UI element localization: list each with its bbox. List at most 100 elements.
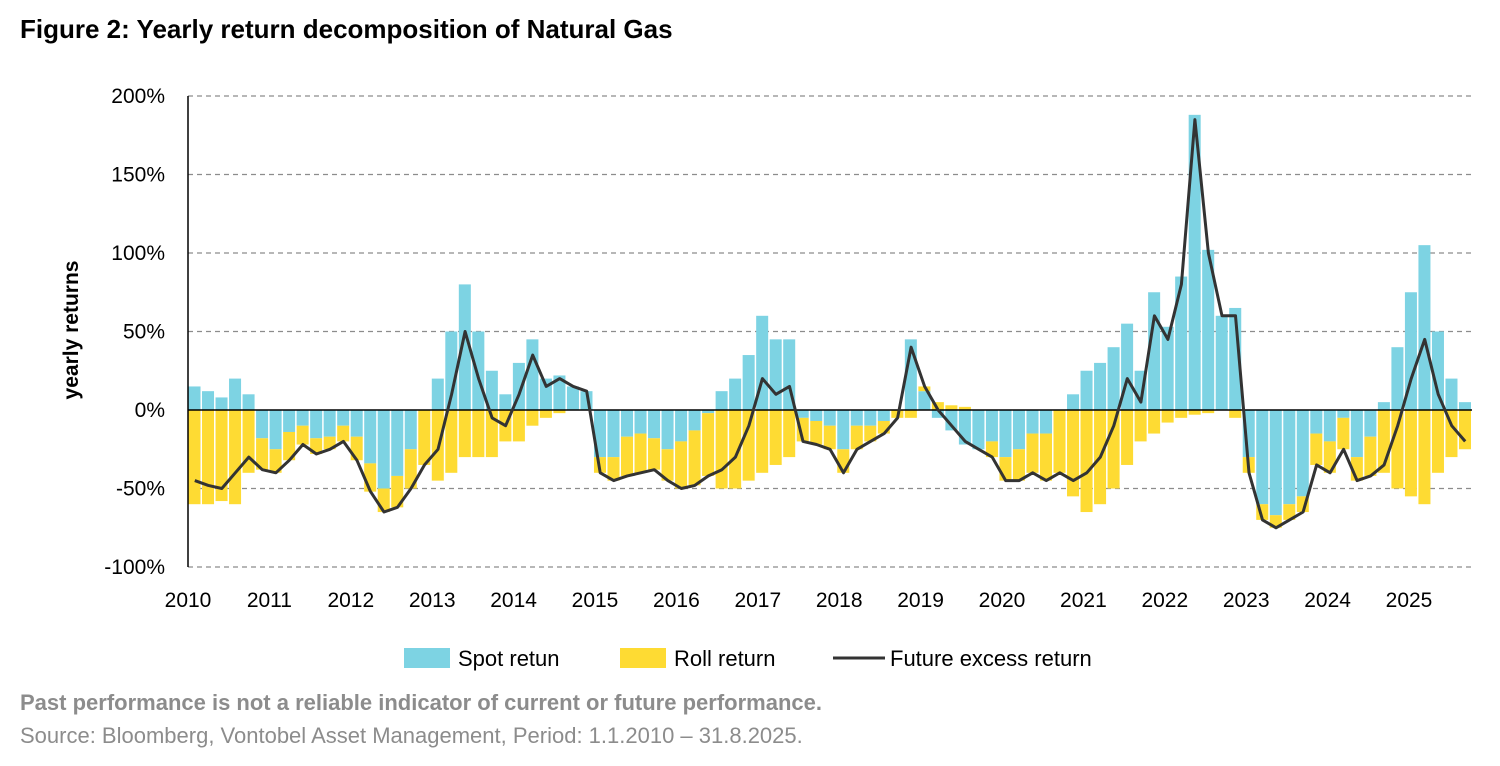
roll-bar — [823, 425, 836, 450]
spot-bar — [310, 410, 323, 439]
spot-bar — [566, 386, 579, 410]
spot-bar — [715, 391, 728, 410]
roll-bar — [1039, 433, 1053, 481]
spot-bar — [283, 410, 296, 432]
roll-bar — [296, 425, 309, 445]
roll-bar — [1175, 410, 1188, 418]
spot-bar — [337, 410, 350, 426]
spot-bar — [458, 284, 471, 410]
legend-swatch-roll — [620, 648, 666, 668]
roll-bar — [1080, 410, 1093, 513]
spot-bar — [823, 410, 836, 426]
future-line-group — [194, 118, 1467, 530]
spot-bar — [485, 370, 498, 410]
spot-bar — [553, 375, 566, 410]
roll-bar — [202, 410, 215, 505]
roll-bar — [1067, 410, 1080, 497]
roll-bar — [729, 410, 742, 489]
roll-bar — [769, 410, 782, 465]
x-tick-label: 2024 — [1304, 589, 1351, 612]
disclaimer-note: Past performance is not a reliable indic… — [20, 690, 822, 715]
spot-bar — [742, 355, 755, 410]
spot-bar — [350, 410, 363, 437]
spot-bar — [445, 331, 458, 410]
roll-bar — [1323, 441, 1336, 473]
roll-bar — [458, 410, 471, 458]
spot-bar — [404, 410, 417, 450]
roll-bar — [539, 410, 552, 418]
spot-bar — [229, 378, 242, 410]
roll-bar — [1229, 410, 1242, 418]
spot-bar — [945, 410, 958, 431]
spot-bar — [1337, 410, 1350, 418]
spot-bar — [850, 410, 863, 426]
spot-bar — [1458, 402, 1471, 410]
spot-bar — [1431, 331, 1444, 410]
roll-bar — [1337, 417, 1350, 450]
spot-bar — [1269, 410, 1282, 516]
roll-bar — [675, 441, 688, 489]
roll-bar — [661, 449, 674, 481]
spot-bar — [1094, 362, 1107, 410]
spot-bar — [621, 410, 634, 437]
y-tick-label: 0% — [135, 399, 165, 422]
roll-bar — [472, 410, 485, 458]
roll-bar — [1121, 410, 1134, 465]
spot-bar — [1445, 378, 1458, 410]
spot-bar — [1188, 114, 1201, 410]
spot-bar — [1080, 370, 1093, 410]
spot-bar — [769, 339, 782, 410]
legend-swatch-spot — [404, 648, 450, 668]
spot-bar — [1364, 410, 1377, 437]
spot-bar — [499, 394, 512, 410]
spot-bar — [215, 397, 228, 410]
x-tick-label: 2017 — [734, 589, 781, 612]
roll-bar — [1053, 410, 1066, 473]
roll-bar — [1418, 410, 1431, 505]
roll-bar — [242, 410, 255, 473]
roll-bar — [945, 405, 958, 410]
x-tick-label: 2013 — [409, 589, 456, 612]
gridlines — [188, 95, 1472, 568]
x-tick-label: 2014 — [490, 589, 537, 612]
spot-bar — [1215, 315, 1228, 410]
spot-bar — [810, 410, 823, 421]
spot-bar — [1202, 249, 1215, 410]
roll-bar — [634, 433, 647, 473]
y-tick-label: 50% — [123, 321, 165, 344]
spot-bar — [1310, 410, 1323, 434]
x-tick-label: 2022 — [1141, 589, 1188, 612]
spot-bar — [256, 410, 269, 439]
roll-bar — [418, 410, 431, 465]
spot-bar — [269, 410, 282, 450]
roll-bar — [864, 425, 877, 442]
roll-bar — [512, 410, 525, 442]
spot-bar — [877, 410, 890, 421]
roll-bar — [1161, 410, 1174, 423]
spot-bar — [675, 410, 688, 442]
roll-bar — [850, 425, 863, 450]
roll-bar — [404, 449, 417, 489]
roll-bar — [756, 410, 769, 473]
roll-bar — [1134, 410, 1147, 442]
chart-title: Figure 2: Yearly return decomposition of… — [20, 14, 673, 44]
roll-bar — [526, 410, 539, 426]
x-tick-label: 2020 — [979, 589, 1026, 612]
x-tick-label: 2018 — [816, 589, 863, 612]
spot-bar — [296, 410, 309, 426]
spot-bar — [1418, 245, 1431, 410]
spot-bar — [729, 378, 742, 410]
roll-bar — [688, 430, 701, 486]
spot-bar — [1026, 410, 1039, 434]
y-tick-labels: 200% 150% 100% 50% 0% -50% -100% — [104, 85, 165, 579]
roll-bar — [215, 410, 228, 502]
spot-bar — [323, 410, 336, 437]
spot-bar — [1256, 410, 1269, 505]
roll-bar — [1148, 410, 1161, 434]
spot-bar — [242, 394, 255, 410]
x-tick-label: 2021 — [1060, 589, 1107, 612]
roll-bar — [229, 410, 242, 505]
x-tick-label: 2019 — [897, 589, 944, 612]
x-tick-label: 2011 — [247, 589, 292, 612]
